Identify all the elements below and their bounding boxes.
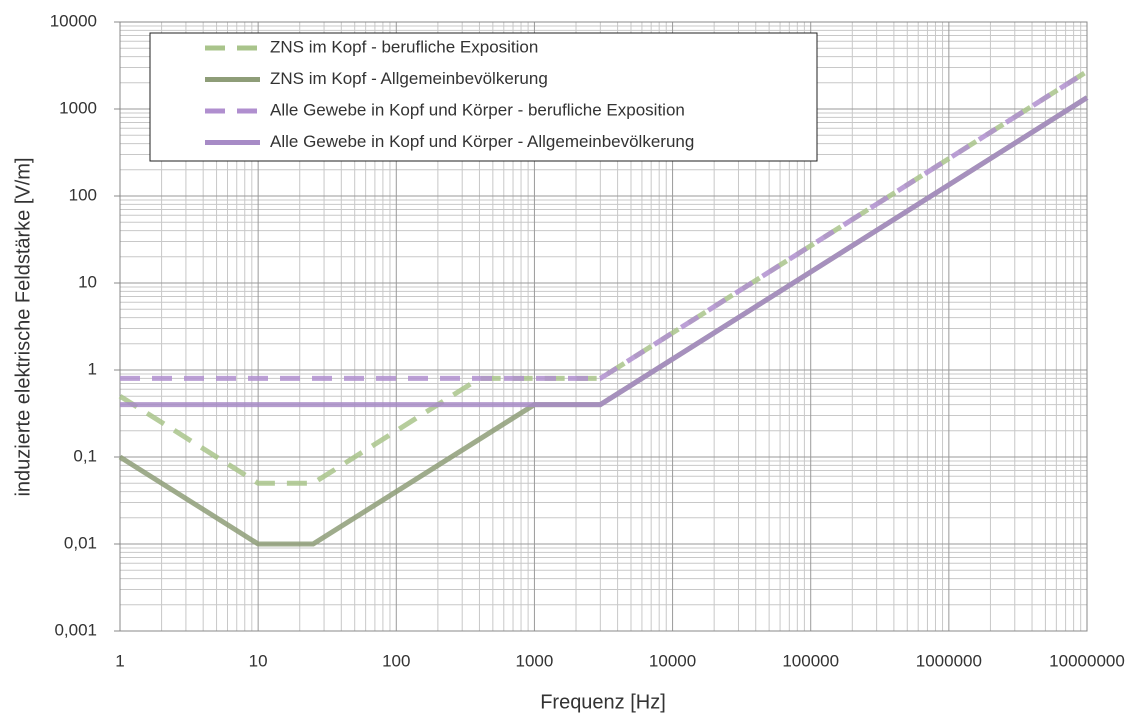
x-tick-label: 100 xyxy=(382,651,410,670)
y-tick-label: 0,1 xyxy=(73,446,97,465)
y-tick-label: 10 xyxy=(78,272,97,291)
line-series xyxy=(120,95,1089,408)
y-tick-label: 0,01 xyxy=(64,533,97,552)
legend-box xyxy=(149,32,818,162)
x-tick-label: 10000000 xyxy=(1049,651,1125,670)
y-tick-label: 0,001 xyxy=(54,620,97,639)
x-axis-label: Frequenz [Hz] xyxy=(540,691,666,713)
y-tick-label: 100 xyxy=(69,185,97,204)
x-tick-label: 10 xyxy=(249,651,268,670)
legend-label: ZNS im Kopf - Allgemeinbevölkerung xyxy=(270,69,548,88)
line-series xyxy=(120,69,1089,381)
legend-label: Alle Gewebe in Kopf und Körper - berufli… xyxy=(270,100,685,119)
y-tick-label: 10000 xyxy=(50,11,97,30)
x-tick-label: 1000000 xyxy=(916,651,982,670)
x-tick-label: 1000 xyxy=(516,651,554,670)
plot-border xyxy=(119,21,1088,632)
legend-label: ZNS im Kopf - berufliche Exposition xyxy=(270,37,538,56)
legend: ZNS im Kopf - berufliche Exposition ZNS i… xyxy=(149,32,818,162)
x-tick-label: 10000 xyxy=(649,651,696,670)
x-tick-label: 100000 xyxy=(782,651,839,670)
y-tick-label: 1000 xyxy=(59,98,97,117)
legend-label: Alle Gewebe in Kopf und Körper - Allgeme… xyxy=(270,132,694,151)
line-series xyxy=(118,69,1089,486)
y-tick-label: 1 xyxy=(88,359,97,378)
y-axis-label: induzierte elektrische Feldstärke [V/m] xyxy=(12,157,34,496)
x-tick-label: 1 xyxy=(115,651,124,670)
